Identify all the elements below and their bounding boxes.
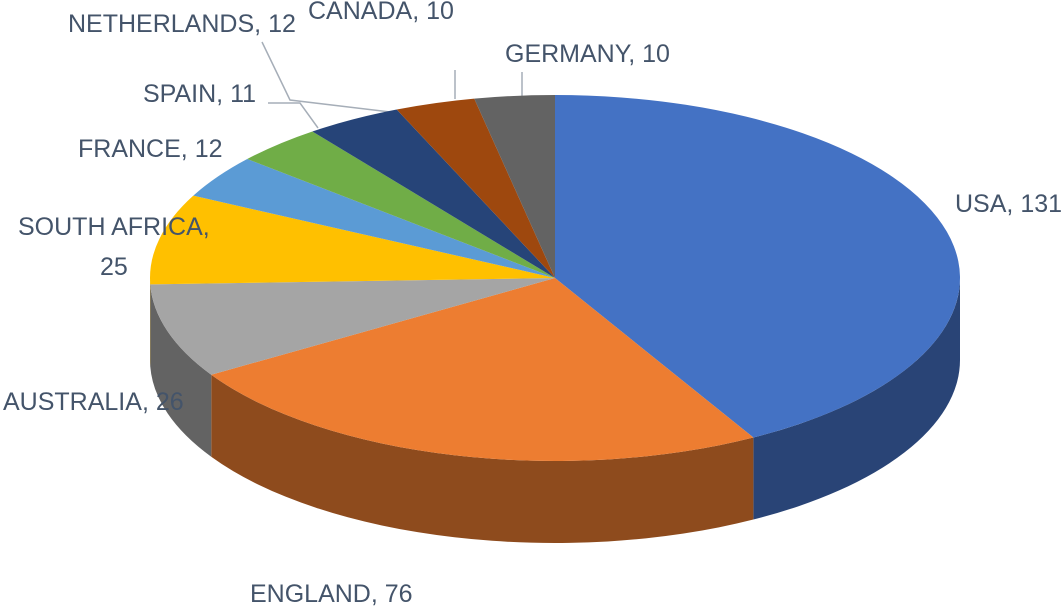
data-label: NETHERLANDS, 12 <box>68 10 296 38</box>
label-separator: , <box>203 213 217 241</box>
label-separator: , <box>142 388 156 416</box>
data-label: SOUTH AFRICA, 25 <box>18 213 217 281</box>
slice-side <box>753 278 960 520</box>
data-label: SPAIN, 11 <box>143 80 256 108</box>
slice <box>150 278 555 375</box>
label-value: 11 <box>230 80 256 108</box>
label-category: GERMANY <box>505 40 632 68</box>
slice <box>312 109 555 278</box>
label-category: CANADA <box>308 0 413 25</box>
label-separator: , <box>412 0 426 25</box>
label-value: 76 <box>385 580 413 608</box>
data-label: ENGLAND, 76 <box>250 580 413 608</box>
label-separator: , <box>628 40 642 68</box>
label-category: AUSTRALIA <box>3 388 142 416</box>
label-separator: , <box>254 10 268 38</box>
slice <box>474 95 555 278</box>
slice <box>396 98 555 278</box>
data-label: GERMANY, 10 <box>505 40 670 68</box>
slice <box>555 95 960 438</box>
label-category: FRANCE <box>78 135 181 163</box>
data-label: USA, 131 <box>955 190 1062 218</box>
label-separator: , <box>1006 190 1020 218</box>
slice <box>193 159 555 278</box>
slice-side <box>211 374 754 544</box>
slice <box>150 195 555 285</box>
label-value: 25 <box>100 253 128 281</box>
slice <box>211 278 754 462</box>
label-category: SPAIN <box>143 80 216 108</box>
label-category: SOUTH AFRICA <box>18 213 203 241</box>
label-value: 26 <box>156 388 184 416</box>
label-category: ENGLAND <box>250 580 371 608</box>
label-category: USA <box>955 190 1007 218</box>
label-value: 12 <box>195 135 223 163</box>
label-value: 12 <box>268 10 296 38</box>
slice <box>247 131 555 278</box>
leader-line <box>261 41 391 113</box>
label-separator: , <box>181 135 195 163</box>
data-label: AUSTRALIA, 26 <box>3 388 184 416</box>
data-label: CANADA, 10 <box>308 0 454 25</box>
data-label: FRANCE, 12 <box>78 135 223 163</box>
label-separator: , <box>371 580 385 608</box>
leader-line <box>268 102 319 129</box>
slice-side <box>150 284 212 457</box>
label-value: 10 <box>642 40 670 68</box>
label-value: 10 <box>426 0 454 25</box>
label-separator: , <box>216 80 230 108</box>
label-category: NETHERLANDS <box>68 10 254 38</box>
slice-sides <box>150 278 960 544</box>
label-value: 131 <box>1020 190 1062 218</box>
